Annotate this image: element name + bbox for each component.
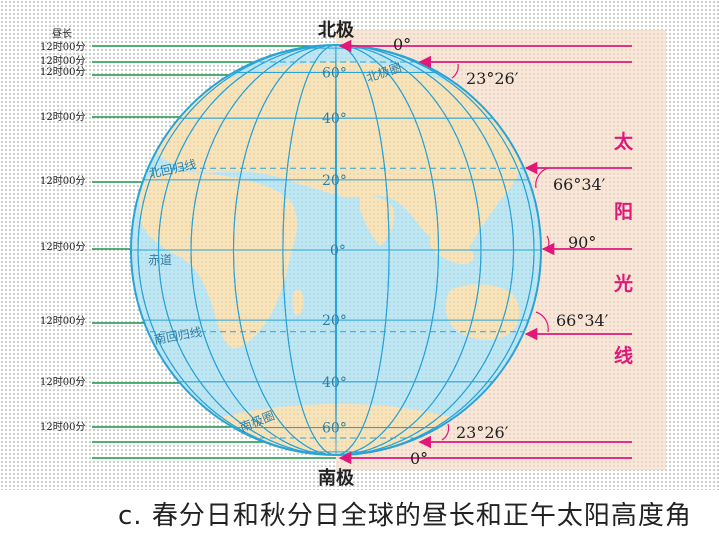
globe-outline [130,44,542,456]
meridian-line [282,45,390,455]
latitude-label: 40° [322,375,347,391]
day-length-labels: 12时00分12时00分12时00分12时00分12时00分12时00分12时0… [40,41,85,433]
angle-arcs [441,63,550,441]
south-pole-label: 南极 [318,467,355,489]
sunlight-char-4: 线 [614,344,633,367]
angle-label-north-pole: 0° [393,35,411,54]
angle-arc-antarctic [441,423,450,441]
angle-label-antarctic: 23°26′ [456,423,509,442]
latitude-label: 20° [322,173,347,189]
meridian-line [137,45,535,455]
sunlight-char-3: 光 [613,272,633,295]
latitude-label: 20° [322,313,347,329]
angle-arc-equator [546,235,550,251]
latitude-label: 60° [322,65,347,81]
day-length-value: 12时00分 [40,315,85,327]
latitude-label: 60° [322,421,347,437]
angle-label-arctic: 23°26′ [466,69,519,88]
angle-arc-arctic [451,63,459,79]
meridian-line [232,45,440,455]
sunlight-char-2: 阳 [614,201,633,223]
day-length-value: 12时00分 [40,111,85,123]
angle-label-south-pole: 0° [410,449,428,468]
angle-label-tropic-cancer: 66°34′ [553,175,606,194]
equator-label: 赤道 [148,253,172,267]
angle-arc-tropic-capricorn [535,311,549,333]
continents [131,45,541,455]
latitude-label: 40° [322,111,347,127]
latitude-labels: 60° 40° 20° 0° 20° 40° 60° [322,65,347,436]
north-pole-label: 北极 [318,20,355,41]
day-length-header: 昼长 [52,28,72,40]
sun-rays [338,39,632,465]
day-length-value: 12时00分 [40,241,85,253]
angle-arc-tropic-cancer [535,167,549,189]
day-length-value: 12时00分 [40,66,85,78]
meridian-line [334,45,338,455]
angle-label-tropic-capricorn: 66°34′ [556,311,609,330]
sunlight-label: 太 阳 光 线 [613,130,634,367]
day-length-value: 12时00分 [40,421,85,433]
meridian-line [190,45,482,455]
globe [130,44,542,456]
angle-label-equator: 90° [568,233,596,252]
meridian-line [157,45,515,455]
figure-caption: c. 春分日和秋分日全球的昼长和正午太阳高度角 [118,501,692,531]
day-length-value: 12时00分 [40,41,85,53]
sunlight-char-1: 太 [614,130,634,153]
latitude-label: 0° [330,243,346,259]
earth-illumination-diagram: 昼长 12时00分12时00分12时00分12时00分12时00分12时00分1… [0,0,719,490]
day-length-value: 12时00分 [40,175,85,187]
day-length-value: 12时00分 [40,376,85,388]
day-length-value: 12时00分 [40,55,85,67]
